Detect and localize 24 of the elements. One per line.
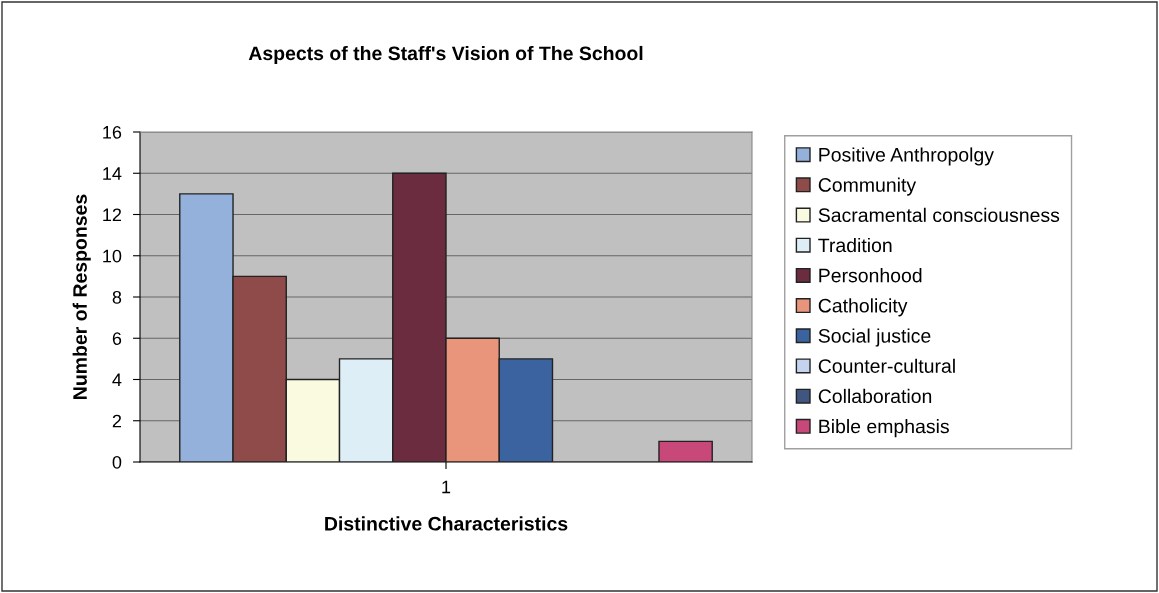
y-tick-label: 6 (112, 332, 122, 345)
x-axis-title: Distinctive Characteristics (325, 516, 568, 531)
legend-label: Community (818, 177, 917, 196)
bar (658, 440, 713, 462)
legend-label: Counter-cultural (818, 358, 955, 373)
legend-label: Positive Anthropolgy (819, 147, 994, 166)
x-tick-label: 1 (442, 480, 451, 494)
y-tick-label: 10 (103, 249, 122, 263)
y-tick-label: 12 (103, 208, 122, 222)
y-axis-title: Number of Responses (72, 194, 91, 399)
y-tick-label: 16 (103, 125, 122, 139)
y-tick-label: 8 (112, 290, 122, 304)
legend-label: Tradition (818, 237, 892, 253)
legend-label: Catholicity (818, 298, 908, 317)
legend-label: Sacramental consciousness (818, 207, 1060, 223)
legend-label: Bible emphasis (819, 419, 949, 438)
y-tick-label: 0 (112, 455, 122, 469)
y-tick-label: 14 (103, 167, 122, 180)
legend-label: Social justice (818, 328, 931, 347)
chart-title: Aspects of the Staff's Vision of The School (248, 45, 643, 65)
legend-label: Personhood (819, 268, 922, 283)
legend-label: Collaboration (818, 388, 932, 404)
y-tick-label: 4 (112, 373, 122, 387)
y-tick-label: 2 (112, 414, 122, 428)
